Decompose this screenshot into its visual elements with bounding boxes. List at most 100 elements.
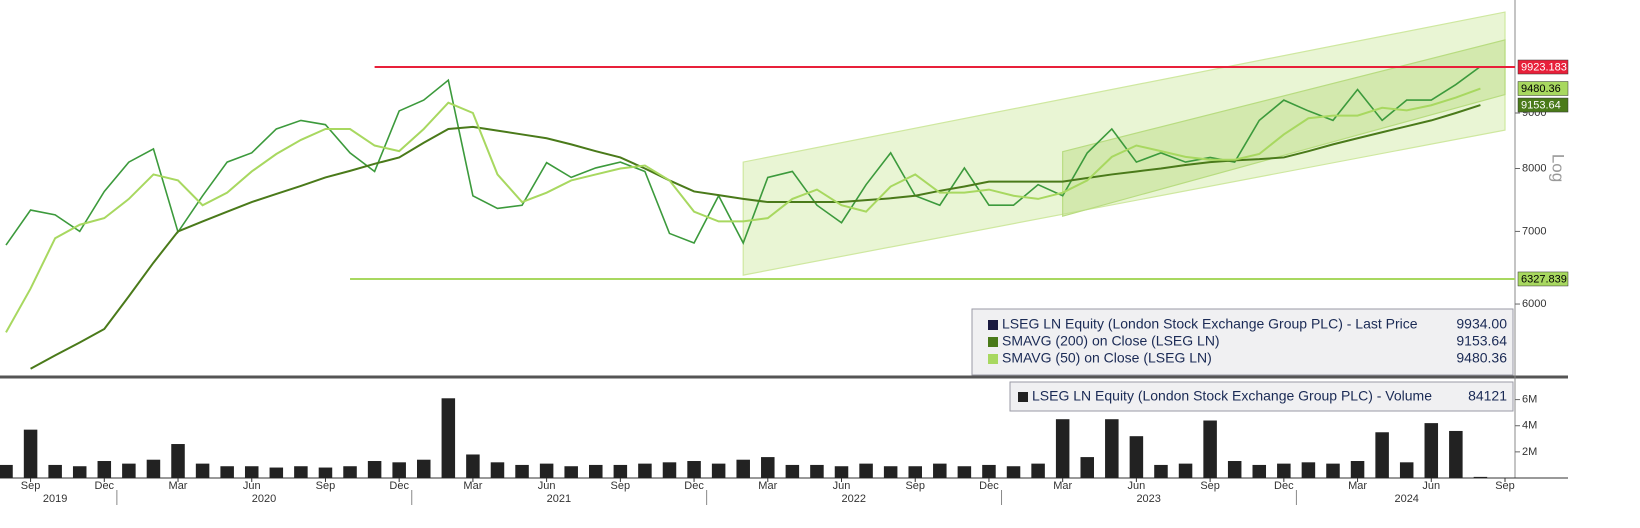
volume-bar [392, 462, 406, 478]
volume-bar [638, 463, 652, 478]
x-tick-label: Dec [389, 480, 409, 492]
volume-bar [1252, 464, 1267, 478]
x-tick-label: Jun [1422, 480, 1440, 492]
volume-bar [318, 467, 333, 478]
legend-label: SMAVG (50) on Close (LSEG LN) [1002, 350, 1212, 366]
volume-bar [490, 462, 505, 478]
x-tick-label: Sep [21, 480, 41, 492]
y-tick-label: 8000 [1522, 162, 1546, 174]
price-tag-label: 9923.183 [1521, 61, 1567, 73]
volume-bar [146, 459, 161, 478]
legend-swatch [988, 354, 998, 364]
main-layer [0, 65, 1515, 478]
volume-bar [1227, 461, 1242, 478]
series-line [30, 104, 1481, 370]
volume-bar [1301, 462, 1316, 478]
x-tick-label: Sep [316, 480, 336, 492]
price-tag [1517, 81, 1569, 96]
volume-bar [220, 466, 234, 478]
x-tick-label: Sep [611, 480, 631, 492]
x-tick-label: Sep [905, 480, 925, 492]
price-tag-label: 6327.839 [1521, 273, 1567, 285]
year-label: 2021 [547, 493, 571, 505]
series-line [5, 65, 1481, 246]
legend-label: LSEG LN Equity (London Stock Exchange Gr… [1002, 316, 1418, 332]
volume-bar [294, 466, 308, 478]
price-tag [1517, 271, 1569, 287]
year-label: 2020 [252, 493, 276, 505]
top-layer: 60007000800090009923.1836327.8399480.369… [21, 59, 1569, 505]
volume-bar [23, 429, 38, 478]
volume-bar [1105, 419, 1119, 478]
volume-bar [1473, 476, 1488, 478]
x-tick-label: Dec [684, 480, 704, 492]
x-tick-label: Mar [758, 480, 777, 492]
volume-bar [711, 463, 726, 478]
volume-bar [122, 463, 136, 478]
volume-bar [171, 444, 185, 478]
year-label: 2019 [43, 493, 67, 505]
legend-value: 9480.36 [1456, 350, 1507, 366]
year-label: 2022 [842, 493, 866, 505]
volume-bar [1277, 463, 1291, 478]
legend-value: 9153.64 [1456, 333, 1507, 349]
volume-bar [883, 466, 898, 478]
volume-bar [1080, 457, 1095, 478]
volume-bar [564, 466, 578, 478]
volume-bar [466, 454, 480, 478]
volume-bar [736, 459, 750, 478]
x-tick-label: Dec [95, 480, 115, 492]
x-tick-label: Dec [979, 480, 999, 492]
volume-bar [613, 464, 628, 478]
legend-swatch [1018, 392, 1028, 402]
volume-bar [343, 466, 357, 478]
volume-bar [1154, 464, 1168, 478]
price-legend-box [971, 308, 1514, 376]
price-tag [1517, 97, 1569, 113]
y-tick-label: 4M [1522, 420, 1537, 432]
volume-bar [244, 466, 259, 478]
x-tick-label: Sep [1200, 480, 1220, 492]
year-label: 2023 [1136, 493, 1160, 505]
volume-bar [834, 466, 849, 478]
y-tick-label: 7000 [1522, 225, 1546, 237]
legend-value: 9934.00 [1456, 316, 1507, 332]
x-tick-label: Mar [169, 480, 188, 492]
volume-bar [687, 461, 701, 478]
volume-bar [908, 466, 922, 478]
volume-bar [785, 464, 800, 478]
x-tick-label: Mar [1053, 480, 1072, 492]
x-tick-label: Mar [1348, 480, 1367, 492]
scale-label: Log [1549, 154, 1568, 182]
volume-bar [1449, 430, 1463, 478]
volume-bar [859, 463, 873, 478]
volume-bar [367, 461, 382, 478]
y-tick-label: 2M [1522, 446, 1537, 458]
volume-bar [810, 464, 824, 478]
price-tag [1517, 59, 1569, 75]
volume-bar [1375, 432, 1389, 478]
y-tick-label: 6M [1522, 394, 1537, 406]
volume-bar [1129, 436, 1144, 478]
series-line [5, 87, 1481, 333]
year-label: 2024 [1394, 493, 1418, 505]
volume-bar [97, 461, 112, 478]
volume-bar [957, 466, 972, 478]
volume-bar [982, 464, 996, 478]
volume-bar [589, 464, 603, 478]
trend-channel [1062, 39, 1506, 217]
y-tick-label: 6000 [1522, 298, 1546, 310]
volume-bar [1203, 420, 1217, 478]
volume-bar [1424, 423, 1439, 478]
x-tick-label: Jun [833, 480, 851, 492]
price-tag-label: 9480.36 [1521, 83, 1561, 95]
volume-bar [441, 398, 456, 478]
x-tick-label: Jun [1128, 480, 1146, 492]
volume-bar [195, 463, 210, 478]
x-tick-label: Jun [538, 480, 556, 492]
volume-bar [933, 463, 947, 478]
volume-bar [662, 462, 677, 478]
volume-bar [72, 466, 87, 478]
volume-legend-box [1009, 381, 1514, 412]
volume-bar [48, 464, 62, 478]
